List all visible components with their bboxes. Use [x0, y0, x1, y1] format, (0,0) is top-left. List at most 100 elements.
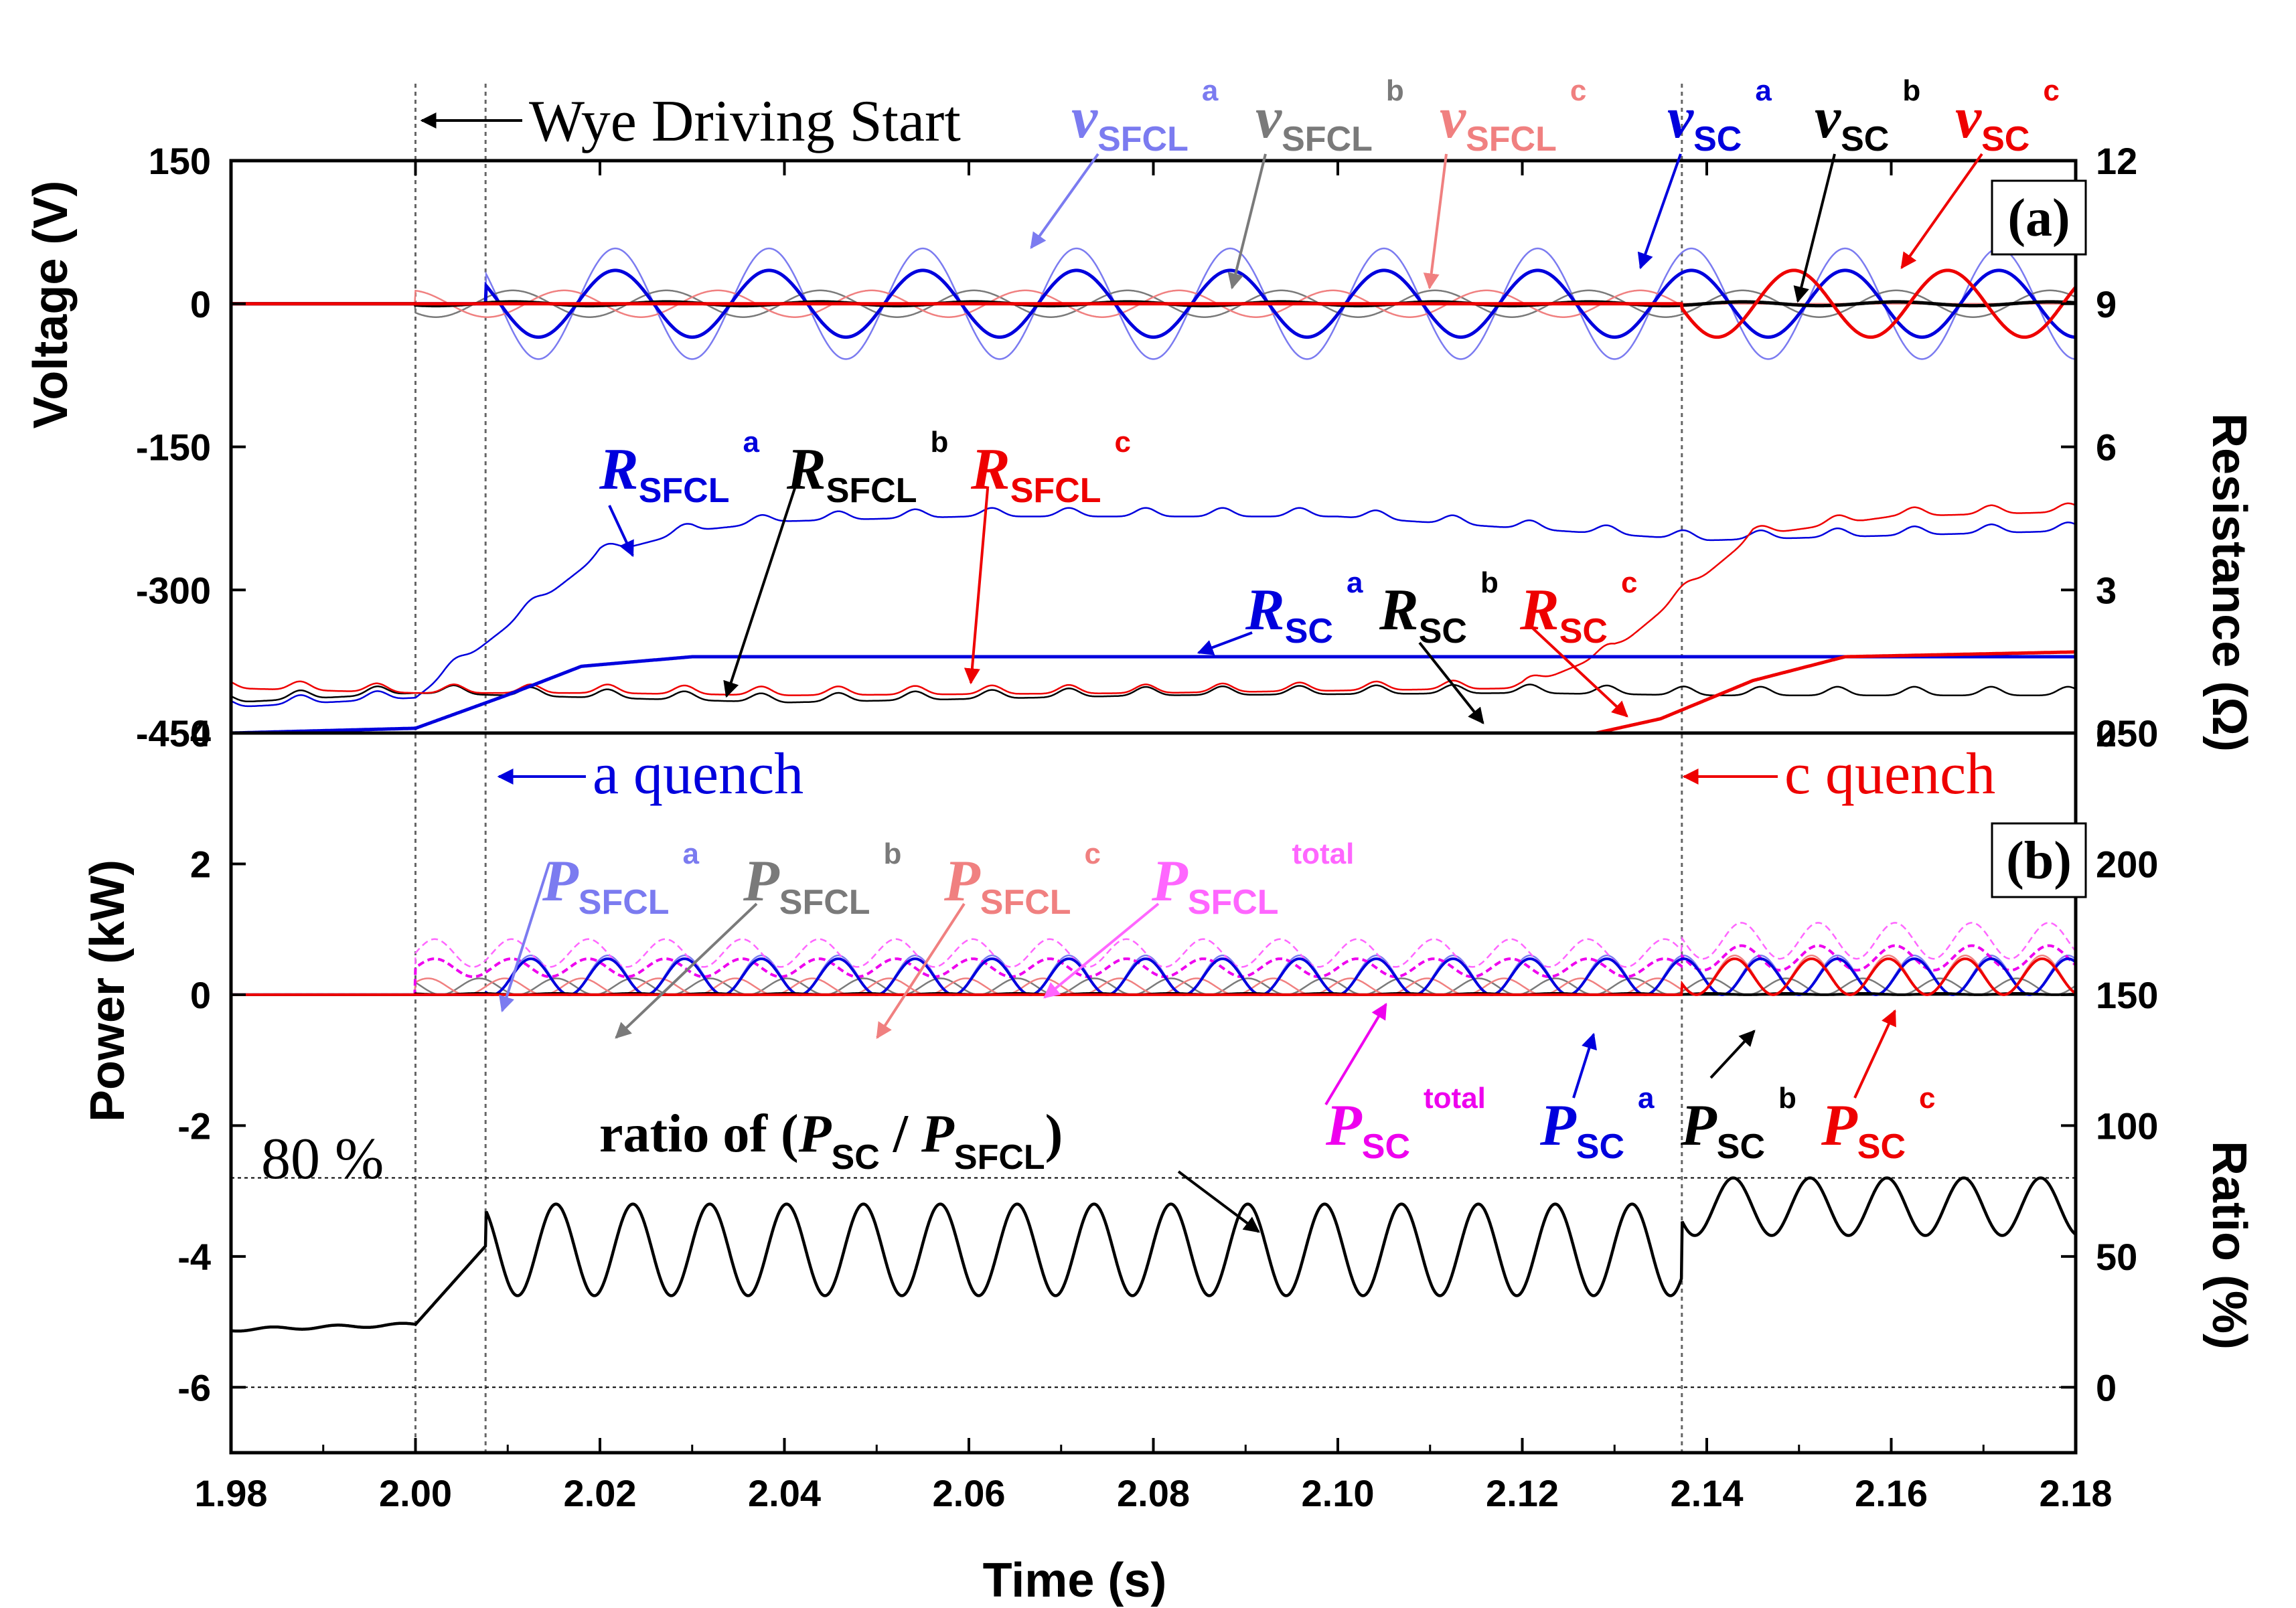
legend-subscript: SFCL [1010, 471, 1101, 510]
legend-symbol: v [1955, 86, 1982, 151]
legend-superscript: c [1570, 74, 1586, 107]
resistance-tick-label: 12 [2096, 140, 2137, 182]
data-curves [230, 247, 2077, 1333]
arrow-pscb [1709, 1030, 1756, 1079]
legend-superscript: b [884, 837, 902, 870]
legend-symbol: P [542, 849, 579, 914]
voltage-curve-v_SC^c [231, 268, 2077, 339]
legend-l-psca: PSC a [1539, 1082, 1655, 1166]
resistance-curve-R_SC^a [231, 655, 2076, 735]
power-curve-P_SC^a [231, 957, 2077, 996]
power-tick-label: -6 [177, 1366, 211, 1409]
legend-subscript: SFCL [1097, 120, 1189, 159]
legend-symbol: P [743, 849, 780, 914]
legend-symbol: v [1667, 86, 1694, 151]
panel-b-label: (b) [2006, 831, 2072, 890]
legend-subscript: SC [1717, 1127, 1765, 1166]
voltage-tick-label: -450 [136, 712, 211, 754]
voltage-curve-v_SFCL^a [231, 247, 2076, 360]
legend-l-rsca: RSCa [1245, 566, 1363, 651]
panel-a-badge: (a) [1991, 179, 2087, 256]
legend-l-pscc: PSC c [1821, 1082, 1936, 1166]
x-tick-label: 2.18 [2040, 1472, 2113, 1514]
ratio-axis-title: Ratio (%) [2202, 1141, 2256, 1350]
legend-superscript: c [1114, 426, 1130, 459]
legend-subscript: SFCL [826, 471, 917, 510]
legend-superscript: b [1902, 74, 1920, 107]
arrow-vsfclc [1423, 153, 1448, 290]
x-tick-label: 2.08 [1117, 1472, 1190, 1514]
arrow-pscc [1853, 1009, 1896, 1099]
x-tick-label: 2.14 [1671, 1472, 1744, 1514]
legend-l-vscc: vSC c [1955, 74, 2060, 159]
arrow-rsfclc [964, 488, 989, 685]
legend-subscript: SC [1559, 612, 1608, 651]
arrow-ratio [1177, 1170, 1260, 1233]
legend-subscript: SC [1857, 1127, 1906, 1166]
a-quench-label: a quench [593, 742, 803, 807]
legend-superscript: total [1424, 1082, 1486, 1115]
ratio-tick-label: 250 [2096, 712, 2158, 754]
legend-l-psfclc: PSFCL c [943, 837, 1101, 922]
legend-l-psfclt: PSFCLtotal [1151, 837, 1354, 922]
legend-superscript: c [1085, 837, 1101, 870]
x-tick-label: 2.06 [933, 1472, 1006, 1514]
x-tick-label: 2.16 [1855, 1472, 1928, 1514]
resistance-curve-R_SFCL^b [230, 684, 2076, 704]
arrow-psfclb [615, 902, 758, 1039]
panel-a-label: (a) [2007, 189, 2070, 248]
arrow-vsfclb [1227, 153, 1267, 290]
ratio-label: ratio of (PSC / PSFCL) [599, 1105, 1063, 1177]
voltage-curve-v_SC^a [231, 268, 2076, 339]
legend-superscript: a [1347, 566, 1363, 599]
x-tick-label: 1.98 [195, 1472, 268, 1514]
arrow-psct [1324, 1002, 1387, 1106]
legend-superscript: total [1292, 837, 1355, 870]
legend-l-rsfclb: RSFCLb [786, 426, 948, 510]
legend-superscript: b [1778, 1082, 1796, 1115]
ratio-curve [230, 1176, 2077, 1333]
x-axis-title: Time (s) [983, 1554, 1167, 1607]
legend-superscript: b [930, 426, 948, 459]
power-curve-P_SC^total [231, 944, 2077, 996]
legend-superscript: a [1755, 74, 1772, 107]
legend-subscript: SFCL [579, 883, 670, 922]
x-tick-label: 2.02 [564, 1472, 637, 1514]
legend-l-vsfclb: vSFCL b [1255, 74, 1404, 159]
arrow-vsca [1637, 153, 1682, 270]
arrow-rsfcla [608, 505, 634, 558]
legend-subscript: SFCL [639, 471, 730, 510]
x-tick-label: 2.00 [379, 1472, 452, 1514]
ratio-label-slash: / [880, 1105, 921, 1163]
legend-symbol: v [1255, 86, 1282, 151]
arrow-vscc [1900, 153, 1983, 269]
power-axis-title: Power (kW) [81, 860, 135, 1122]
power-tick-label: -2 [177, 1105, 211, 1147]
legend-symbol: R [1379, 578, 1419, 643]
ratio-label-sc: SC [832, 1138, 880, 1177]
resistance-tick-label: 0 [2096, 712, 2117, 754]
legend-l-rscb: RSC b [1379, 566, 1499, 651]
legend-symbol: P [943, 849, 981, 914]
legend-l-vsca: vSC a [1667, 74, 1772, 159]
legend-l-rscc: RSC c [1519, 566, 1637, 651]
arrow-vsfcla [1030, 153, 1099, 249]
arrow-psca [1572, 1032, 1597, 1099]
ratio-tick-label: 50 [2096, 1236, 2137, 1278]
resistance-tick-label: 3 [2096, 569, 2117, 611]
tick-labels: 1.98 2.00 2.02 2.04 2.06 2.08 2.10 2.12 2.14 2.16… [136, 140, 2159, 1514]
ratio-tick-label: 150 [2096, 974, 2158, 1016]
legend-l-psfcla: PSFCL a [542, 837, 700, 922]
axes-frame [229, 159, 2078, 1455]
resistance-curve-R_SFCL^a [230, 507, 2076, 708]
c-quench-label: c quench [1784, 742, 1995, 807]
arrow-psfclc [876, 902, 966, 1040]
power-tick-label: 2 [190, 843, 211, 885]
x-tick-label: 2.10 [1302, 1472, 1375, 1514]
voltage-tick-label: -150 [136, 426, 211, 469]
eighty-percent-label: 80 % [261, 1127, 384, 1192]
legend-symbol: P [1325, 1093, 1363, 1158]
annotation-arrows [420, 112, 1983, 1233]
legend-l-vsfclc: vSFCL c [1440, 74, 1586, 159]
